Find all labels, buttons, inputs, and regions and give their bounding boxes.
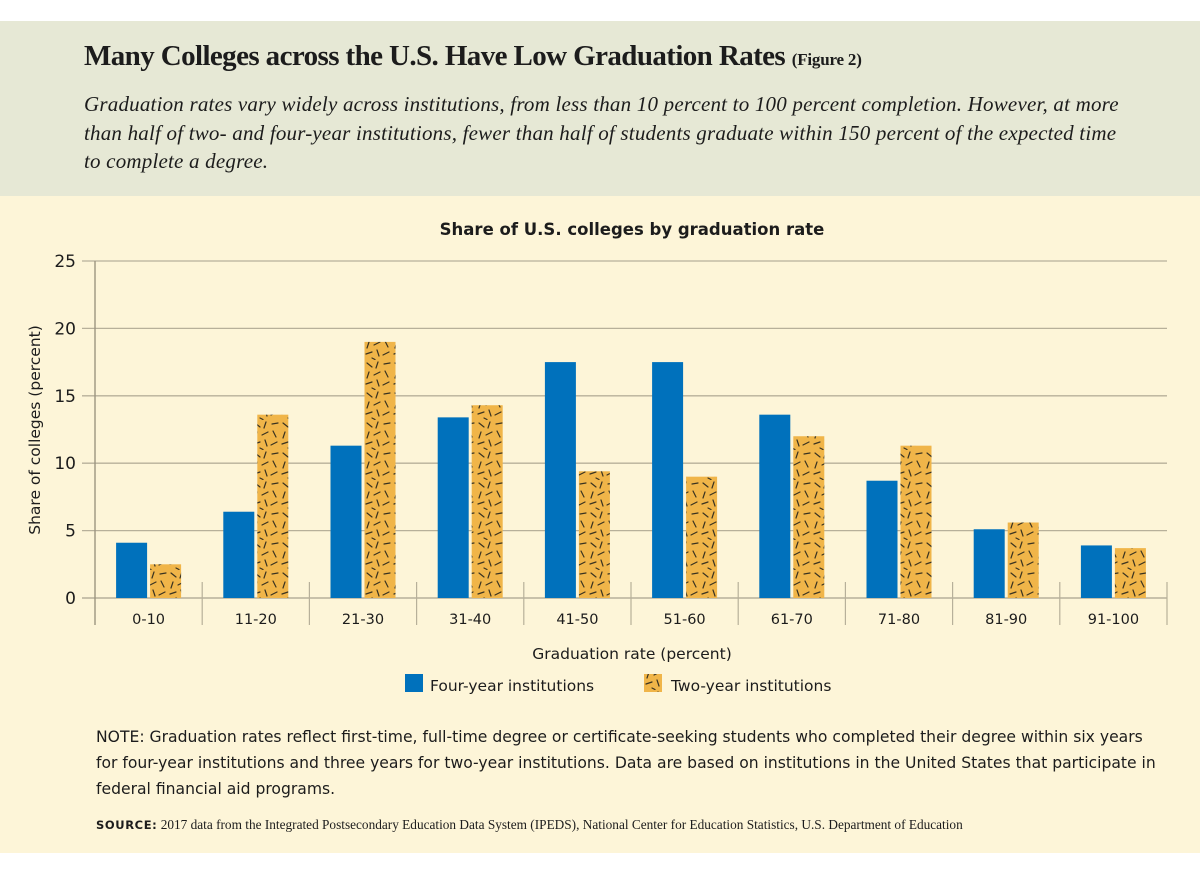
figure-header: [0, 21, 1200, 196]
legend-swatch-four-year: [405, 674, 423, 692]
bar-two-year: [578, 471, 610, 598]
bar-four-year: [437, 417, 469, 598]
x-axis-categories: 0-10 11-20 21-30 31-40 41-50 51-60 61-70 71-80 8…: [132, 582, 1168, 628]
bar-four-year: [116, 542, 148, 598]
y-axis-ticks: 0 5 10 15 20 25: [54, 252, 76, 609]
bar-two-year: [1007, 522, 1039, 598]
figure-title: Many Colleges across the U.S. Have Low G…: [84, 40, 862, 73]
bar-four-year: [223, 511, 255, 598]
bar-four-year: [652, 362, 684, 598]
bar-four-year: [330, 445, 362, 598]
bar-two-year: [793, 436, 825, 598]
y-tick-label: 5: [65, 522, 76, 542]
chart-note: NOTE: Graduation rates reflect first-tim…: [96, 728, 1156, 798]
bar-four-year: [866, 480, 898, 598]
legend-swatch-two-year: [644, 674, 662, 692]
y-tick-label: 25: [54, 252, 76, 272]
bar-two-year: [364, 341, 396, 598]
bar-two-year: [900, 445, 932, 598]
x-tick-label: 51-60: [664, 612, 706, 628]
chart-title: Share of U.S. colleges by graduation rat…: [440, 220, 825, 239]
bars: [116, 341, 1146, 598]
x-tick-label: 71-80: [878, 612, 920, 628]
bar-two-year: [686, 476, 718, 598]
figure-label: (Figure 2): [791, 50, 862, 69]
x-axis-label: Graduation rate (percent): [532, 645, 732, 663]
legend-label-two-year: Two-year institutions: [670, 677, 831, 695]
title-text: Many Colleges across the U.S. Have Low G…: [84, 40, 786, 72]
bar-four-year: [759, 414, 791, 598]
x-tick-label: 11-20: [235, 612, 277, 628]
x-tick-label: 41-50: [556, 612, 598, 628]
x-tick-label: 21-30: [342, 612, 384, 628]
y-axis-label: Share of colleges (percent): [26, 325, 44, 535]
x-tick-label: 81-90: [985, 612, 1027, 628]
bar-four-year: [544, 362, 576, 598]
bar-two-year: [1114, 548, 1146, 598]
bar-two-year: [471, 405, 503, 598]
legend-label-four-year: Four-year institutions: [430, 677, 594, 695]
chart-source: SOURCE: 2017 data from the Integrated Po…: [96, 817, 1176, 833]
x-tick-label: 91-100: [1088, 612, 1139, 628]
x-tick-label: 61-70: [771, 612, 813, 628]
bar-two-year: [257, 414, 289, 598]
legend: Four-year institutions Two-year institut…: [405, 674, 831, 695]
y-tick-label: 10: [54, 454, 76, 474]
source-label: SOURCE:: [96, 818, 158, 832]
y-tick-label: 20: [54, 319, 76, 339]
bar-two-year: [150, 564, 182, 598]
x-tick-label: 31-40: [449, 612, 491, 628]
figure-subtitle: Graduation rates vary widely across inst…: [84, 92, 1119, 173]
y-tick-label: 15: [54, 387, 76, 407]
bar-four-year: [973, 529, 1005, 598]
x-tick-label: 0-10: [132, 612, 165, 628]
y-tick-label: 0: [65, 589, 76, 609]
bar-four-year: [1080, 545, 1112, 598]
source-text: 2017 data from the Integrated Postsecond…: [160, 817, 963, 832]
